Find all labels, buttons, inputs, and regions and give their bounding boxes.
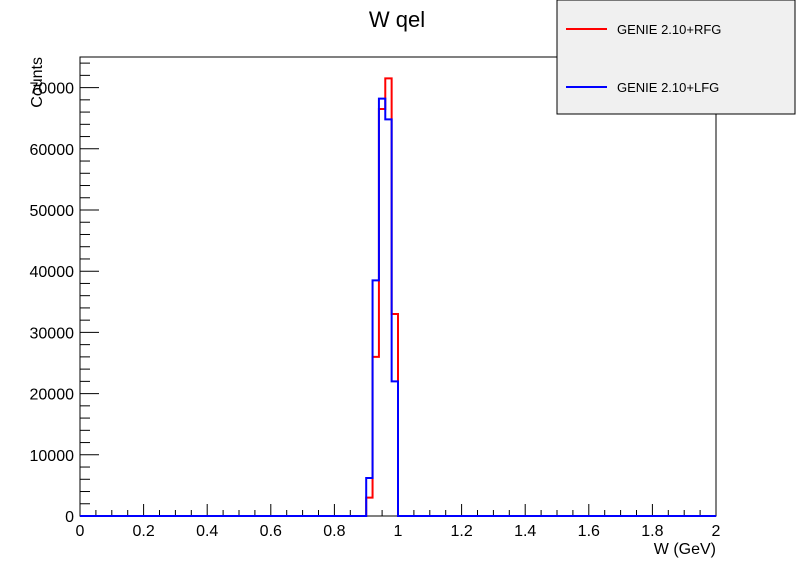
x-tick-label: 1.8 [641, 523, 663, 540]
ticks-layer: 0 0.2 0.4 0.6 0.8 1 1.2 1.4 1.6 1.8 2 0 10000 20000 30… [30, 62, 721, 540]
legend-box [556, 0, 796, 115]
x-tick-label: 1.2 [450, 523, 472, 540]
y-tick-label: 50000 [30, 203, 75, 220]
y-tick-label: 10000 [30, 448, 75, 465]
x-tick-label: 2 [712, 523, 721, 540]
x-tick-label: 1.4 [514, 523, 536, 540]
x-tick-label: 0.6 [260, 523, 282, 540]
x-tick-label: 0.8 [323, 523, 345, 540]
series-line-1 [80, 97, 716, 517]
y-tick-label: 20000 [30, 387, 75, 404]
legend-label-lfg: GENIE 2.10+LFG [617, 80, 719, 95]
y-tick-label: 40000 [30, 264, 75, 281]
x-tick-label: 1.6 [578, 523, 600, 540]
legend: GENIE 2.10+RFG GENIE 2.10+LFG [556, 0, 796, 115]
y-tick-label: 70000 [30, 81, 75, 98]
x-tick-label: 1 [394, 523, 403, 540]
x-tick-label: 0.2 [132, 523, 154, 540]
y-tick-label: 60000 [30, 142, 75, 159]
x-tick-label: 0 [76, 523, 85, 540]
x-tick-label: 0.4 [196, 523, 218, 540]
y-tick-label: 0 [65, 509, 74, 526]
y-axis-label: Counts [29, 57, 46, 108]
chart-title: W qel [369, 7, 425, 32]
y-tick-label: 30000 [30, 325, 75, 342]
series-layer [80, 77, 716, 517]
x-axis-label: W (GeV) [654, 541, 716, 558]
legend-label-rfg: GENIE 2.10+RFG [617, 22, 721, 37]
